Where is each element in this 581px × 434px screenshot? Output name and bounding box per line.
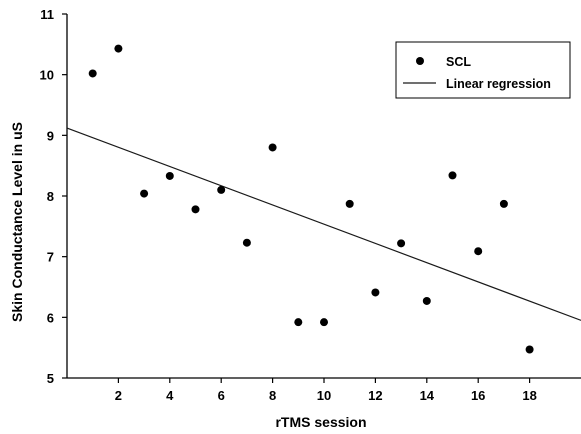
scl-point — [474, 247, 483, 256]
scl-point — [88, 69, 97, 78]
scl-point — [242, 238, 251, 247]
y-tick-label: 11 — [40, 7, 54, 22]
scl-point — [294, 318, 303, 327]
legend-box — [395, 41, 571, 99]
legend-scl-label: SCL — [446, 55, 471, 69]
x-tick-label: 16 — [471, 388, 485, 403]
legend-scl-marker — [416, 57, 424, 65]
x-tick-label: 2 — [115, 388, 122, 403]
legend: SCL Linear regression — [395, 41, 571, 99]
x-tick-label: 18 — [522, 388, 536, 403]
y-tick-label: 6 — [47, 310, 54, 325]
y-tick-label: 5 — [47, 371, 54, 386]
x-tick-label: 6 — [218, 388, 225, 403]
scl-point — [320, 318, 328, 327]
scl-point — [114, 44, 123, 53]
y-axis-title: Skin Conductance Level in uS — [9, 122, 25, 322]
scl-point — [165, 171, 174, 180]
linear-regression-line — [66, 127, 581, 321]
scl-point — [191, 205, 200, 214]
x-axis-title: rTMS session — [275, 414, 366, 430]
scl-point — [217, 185, 226, 194]
scl-points — [88, 44, 534, 354]
y-tick-label: 9 — [47, 128, 54, 143]
scl-point — [499, 199, 508, 208]
scl-point — [397, 239, 406, 248]
x-tick-label: 10 — [317, 388, 331, 403]
scl-point — [345, 199, 354, 208]
scl-point — [448, 171, 457, 180]
legend-regression-label: Linear regression — [446, 77, 551, 91]
x-tick-label: 8 — [269, 388, 276, 403]
y-tick-label: 7 — [47, 250, 54, 265]
scl-point — [422, 296, 431, 305]
y-tick-label: 8 — [47, 189, 54, 204]
x-tick-label: 12 — [368, 388, 382, 403]
x-tick-label: 14 — [420, 388, 435, 403]
scl-point — [140, 189, 149, 198]
scl-point — [525, 345, 534, 354]
x-ticks: 2 4 6 8 10 12 14 16 18 — [115, 378, 537, 403]
y-ticks: 5 6 7 8 9 10 11 — [40, 7, 67, 386]
x-tick-label: 4 — [166, 388, 174, 403]
scl-point — [268, 143, 277, 152]
scl-point — [371, 288, 380, 297]
y-tick-label: 10 — [40, 68, 54, 83]
